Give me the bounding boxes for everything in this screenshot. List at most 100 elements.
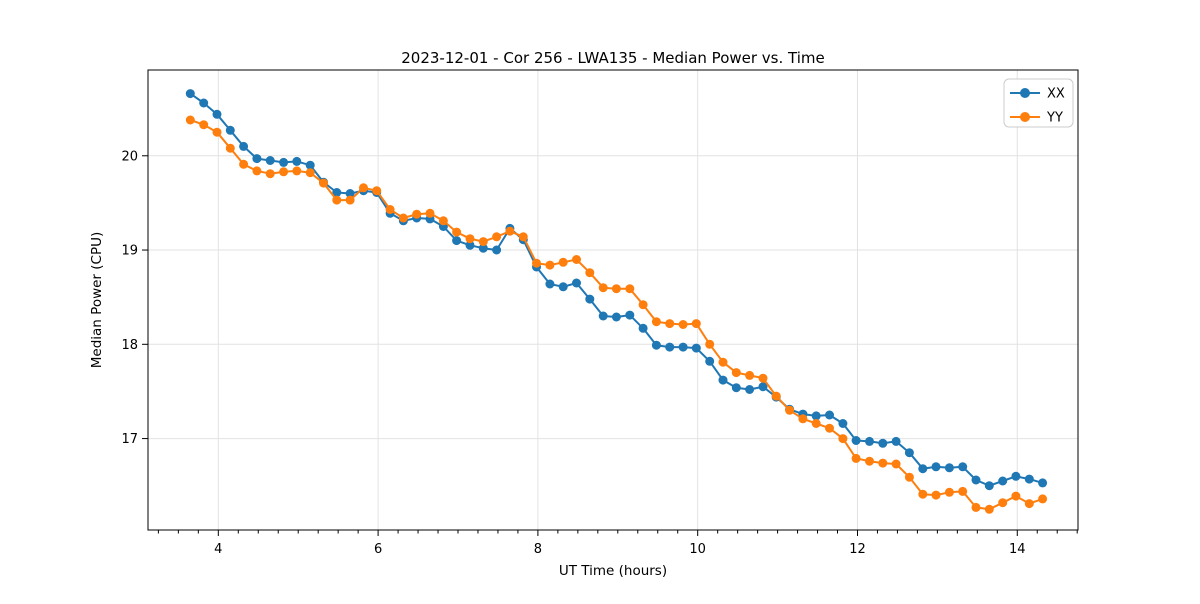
marker-yy	[904, 472, 914, 482]
marker-yy	[838, 434, 848, 444]
marker-xx	[212, 109, 222, 119]
marker-xx	[651, 340, 661, 350]
marker-xx	[691, 343, 701, 353]
marker-yy	[625, 284, 635, 294]
marker-yy	[971, 502, 981, 512]
marker-xx	[971, 475, 981, 485]
y-tick-label: 20	[121, 149, 138, 164]
y-axis-label: Median Power (CPU)	[89, 232, 105, 368]
marker-xx	[1024, 474, 1034, 484]
x-tick-label: 14	[1009, 542, 1026, 557]
y-tick-label: 19	[121, 244, 138, 259]
marker-xx	[865, 436, 874, 446]
marker-xx	[185, 89, 195, 99]
marker-yy	[984, 504, 994, 514]
marker-xx	[758, 382, 768, 392]
marker-yy	[931, 490, 941, 500]
marker-yy	[265, 169, 275, 179]
marker-xx	[944, 463, 954, 473]
marker-xx	[305, 160, 315, 170]
marker-yy	[452, 227, 462, 237]
marker-xx	[931, 462, 941, 472]
marker-yy	[598, 283, 608, 293]
marker-yy	[678, 320, 688, 329]
marker-xx	[492, 245, 502, 255]
marker-yy	[319, 178, 328, 188]
marker-yy	[225, 143, 235, 153]
marker-yy	[745, 370, 755, 380]
marker-yy	[958, 486, 968, 496]
marker-yy	[651, 317, 661, 327]
y-tick-label: 17	[121, 432, 138, 447]
marker-yy	[572, 255, 581, 264]
marker-yy	[279, 167, 289, 177]
marker-xx	[665, 342, 675, 352]
marker-yy	[398, 213, 408, 223]
marker-yy	[825, 423, 834, 433]
marker-xx	[611, 312, 621, 322]
marker-xx	[452, 236, 462, 246]
legend-marker-yy	[1020, 112, 1030, 122]
marker-xx	[572, 278, 581, 288]
marker-yy	[585, 268, 595, 278]
marker-yy	[532, 258, 541, 268]
marker-yy	[292, 166, 302, 176]
y-tick-label: 18	[121, 338, 138, 353]
marker-yy	[798, 414, 808, 424]
marker-yy	[785, 405, 795, 415]
marker-yy	[691, 319, 701, 329]
marker-yy	[212, 127, 222, 137]
marker-yy	[199, 120, 209, 130]
marker-xx	[239, 141, 249, 151]
marker-yy	[851, 453, 861, 463]
x-axis-label: UT Time (hours)	[559, 563, 667, 579]
x-tick-label: 8	[534, 542, 542, 557]
marker-yy	[891, 459, 901, 469]
marker-yy	[332, 195, 342, 205]
marker-yy	[771, 391, 781, 401]
marker-yy	[305, 168, 315, 178]
marker-yy	[1038, 494, 1048, 504]
plot-area: 4 6 8 10 12 14 17 18 19 20	[121, 69, 1079, 557]
marker-xx	[918, 464, 928, 474]
marker-xx	[718, 375, 728, 385]
marker-yy	[811, 419, 821, 428]
marker-xx	[332, 188, 342, 197]
series-yy	[185, 115, 1048, 514]
marker-yy	[558, 257, 568, 267]
marker-xx	[625, 310, 635, 320]
marker-xx	[225, 125, 235, 135]
marker-xx	[345, 189, 355, 198]
marker-yy	[998, 498, 1008, 508]
marker-xx	[904, 448, 914, 458]
marker-xx	[585, 294, 595, 304]
grid-layer	[148, 70, 1078, 530]
marker-yy	[359, 183, 368, 193]
marker-xx	[638, 323, 648, 333]
marker-xx	[878, 438, 888, 448]
marker-yy	[638, 300, 648, 310]
marker-yy	[944, 487, 954, 497]
legend: XX YY	[1003, 78, 1074, 128]
legend-marker-xx	[1020, 88, 1030, 98]
marker-yy	[385, 205, 395, 214]
plot-border	[147, 69, 1079, 531]
marker-yy	[412, 209, 422, 219]
chart-title: 2023-12-01 - Cor 256 - LWA135 - Median P…	[401, 49, 825, 67]
marker-yy	[465, 234, 475, 244]
marker-xx	[838, 419, 848, 428]
legend-label-xx: XX	[1047, 87, 1065, 102]
marker-yy	[865, 456, 874, 466]
spines-layer	[147, 69, 1079, 531]
marker-yy	[425, 208, 435, 218]
marker-xx	[478, 243, 488, 253]
marker-yy	[478, 237, 488, 247]
marker-xx	[958, 462, 968, 472]
marker-yy	[545, 260, 555, 270]
marker-xx	[851, 436, 861, 445]
marker-yy	[878, 458, 888, 468]
marker-yy	[1011, 491, 1021, 501]
x-tick-label: 12	[849, 542, 866, 557]
